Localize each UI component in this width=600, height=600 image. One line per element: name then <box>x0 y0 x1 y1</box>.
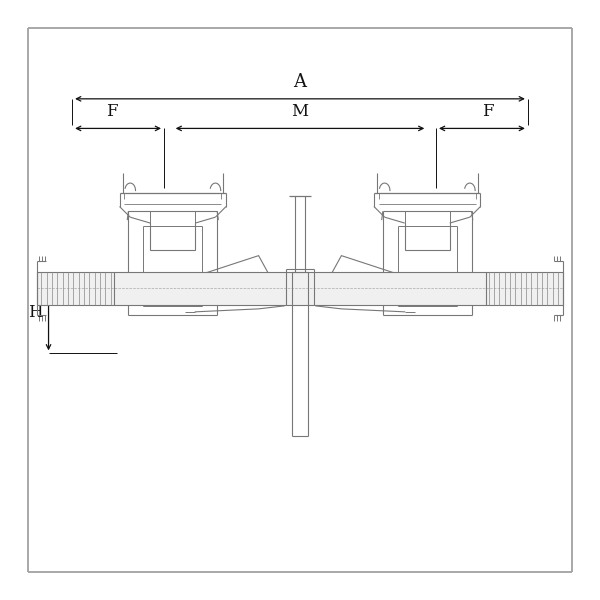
Text: H: H <box>28 304 43 321</box>
Text: S: S <box>322 281 332 295</box>
Text: M: M <box>292 103 308 121</box>
Text: F: F <box>106 103 118 121</box>
Bar <box>37 272 563 305</box>
Text: F: F <box>482 103 494 121</box>
Text: A: A <box>293 73 307 91</box>
